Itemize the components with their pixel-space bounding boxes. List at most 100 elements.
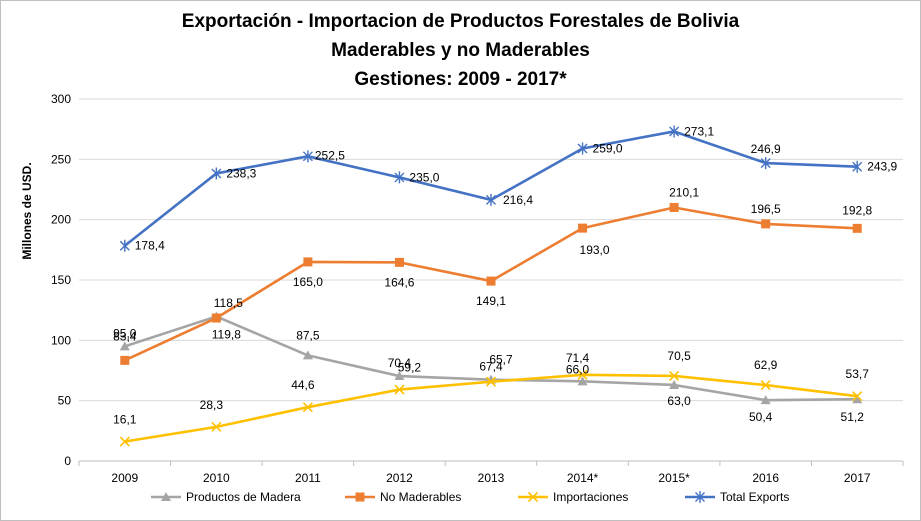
data-point-productos-de-madera: [394, 371, 405, 381]
data-point-total-exports: [211, 167, 222, 180]
data-label-no-maderables: 164,6: [384, 275, 414, 289]
legend-marker-productos-de-madera: [161, 492, 171, 501]
data-point-importaciones: [302, 402, 313, 413]
data-label-no-maderables: 118,5: [214, 296, 243, 310]
data-point-total-exports: [394, 171, 405, 184]
data-label-no-maderables: 165,0: [293, 275, 323, 289]
x-tick-label: 2014*: [567, 471, 599, 485]
data-point-total-exports: [486, 193, 496, 206]
data-label-total-exports: 246,9: [751, 142, 781, 156]
x-tick-label: 2011: [295, 471, 321, 485]
x-tick-label: 2016: [752, 471, 779, 485]
data-labels: 95,0 119,8 87,5 70,4 67,4 66,0 63,0 50,4 51,2 83,…: [113, 124, 897, 426]
data-point-no-maderables: [120, 355, 130, 365]
data-label-importaciones: 65,7: [489, 353, 513, 367]
data-point-no-maderables: [486, 276, 496, 286]
data-point-productos-de-madera: [302, 350, 313, 360]
y-tick-label: 200: [51, 213, 71, 227]
data-label-importaciones: 28,3: [200, 398, 224, 412]
data-point-total-exports: [302, 150, 313, 163]
data-label-productos-de-madera: 87,5: [296, 328, 320, 342]
series-line-total-exports: [123, 130, 858, 247]
x-tick-label: 2013: [478, 471, 505, 485]
data-point-total-exports: [577, 142, 588, 155]
chart-title-line-3: Gestiones: 2009 - 2017*: [354, 69, 567, 90]
data-label-total-exports: 243,9: [867, 160, 897, 174]
chart-title-line-2: Maderables y no Maderables: [331, 40, 590, 61]
data-label-importaciones: 71,4: [566, 351, 590, 365]
data-label-no-maderables: 83,4: [113, 329, 137, 343]
data-label-productos-de-madera: 67,4: [479, 360, 503, 374]
data-point-importaciones: [211, 421, 222, 432]
data-point-productos-de-madera: [119, 341, 130, 351]
data-point-importaciones: [394, 384, 405, 395]
data-label-no-maderables: 193,0: [580, 243, 610, 257]
data-label-importaciones: 62,9: [754, 358, 778, 372]
data-point-total-exports: [119, 239, 130, 252]
y-tick-label: 50: [58, 394, 72, 408]
x-tick-label: 2017: [844, 471, 871, 485]
data-label-importaciones: 44,6: [291, 378, 315, 392]
x-tick-label: 2012: [386, 471, 413, 485]
series: [119, 125, 863, 447]
data-point-total-exports: [669, 125, 680, 138]
data-label-total-exports: 238,3: [226, 166, 256, 180]
legend-marker-no-maderables: [355, 492, 365, 502]
data-point-total-exports: [760, 157, 771, 170]
data-label-productos-de-madera: 63,0: [667, 394, 691, 408]
data-point-importaciones: [760, 380, 771, 391]
legend-label-no-maderables: No Maderables: [380, 490, 461, 504]
y-tick-label: 300: [51, 92, 71, 106]
data-label-productos-de-madera: 95,0: [113, 326, 137, 340]
y-axis-title: Millones de USD.: [20, 162, 34, 259]
axes: 0 50 100 150 200 250 300 2009 2010 2011 2012 2013 20…: [51, 92, 904, 485]
data-label-productos-de-madera: 50,4: [749, 410, 773, 424]
data-point-importaciones: [119, 436, 130, 447]
data-label-productos-de-madera: 66,0: [566, 362, 590, 376]
data-point-no-maderables: [852, 223, 862, 233]
data-point-productos-de-madera: [577, 376, 588, 386]
chart-title-line-1: Exportación - Importacion de Productos F…: [181, 11, 740, 32]
legend-label-total-exports: Total Exports: [720, 490, 789, 504]
data-label-no-maderables: 210,1: [669, 185, 699, 199]
data-label-no-maderables: 192,8: [842, 203, 872, 217]
data-point-total-exports: [852, 160, 863, 173]
y-tick-label: 150: [51, 273, 71, 287]
data-label-total-exports: 178,4: [135, 239, 165, 253]
legend: Productos de Madera No Maderables Importac…: [151, 490, 789, 504]
x-tick-label: 2009: [111, 471, 138, 485]
data-label-no-maderables: 196,5: [751, 202, 781, 216]
data-label-importaciones: 59,2: [398, 361, 422, 375]
legend-marker-total-exports: [695, 491, 705, 503]
data-point-productos-de-madera: [669, 379, 680, 389]
data-point-no-maderables: [669, 202, 679, 212]
data-point-importaciones: [485, 376, 497, 387]
data-label-no-maderables: 149,1: [476, 294, 506, 308]
data-point-productos-de-madera: [760, 395, 771, 405]
data-point-no-maderables: [578, 223, 588, 233]
data-label-total-exports: 273,1: [684, 124, 714, 138]
data-label-productos-de-madera: 70,4: [388, 356, 412, 370]
data-point-no-maderables: [303, 257, 313, 267]
data-point-no-maderables: [394, 257, 404, 267]
data-point-no-maderables: [761, 219, 771, 229]
y-tick-label: 0: [64, 454, 71, 468]
legend-label-importaciones: Importaciones: [553, 490, 628, 504]
data-label-total-exports: 235,0: [409, 170, 439, 184]
data-label-productos-de-madera: 119,8: [212, 327, 241, 341]
data-label-total-exports: 259,0: [593, 141, 623, 155]
legend-marker-importaciones: [527, 491, 539, 503]
x-tick-label: 2010: [203, 471, 230, 485]
data-label-total-exports: 216,4: [503, 193, 533, 207]
data-point-importaciones: [669, 370, 680, 381]
data-point-productos-de-madera: [852, 394, 863, 404]
series-line-importaciones: [124, 373, 858, 443]
data-point-importaciones: [577, 369, 588, 380]
y-tick-label: 100: [51, 333, 71, 347]
data-label-importaciones: 53,7: [846, 367, 870, 381]
data-label-importaciones: 70,5: [667, 349, 691, 363]
data-label-total-exports: 252,5: [315, 148, 345, 162]
data-point-importaciones: [852, 391, 863, 402]
